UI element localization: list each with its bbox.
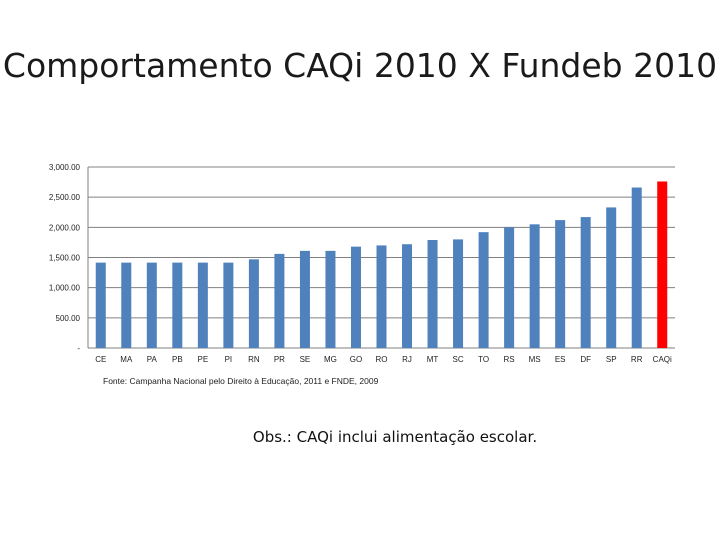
- bar-pr: [274, 253, 285, 348]
- x-axis-category-labels: CE MA PA PB PE PI RN PR SE MG GO RO RJ MT SC TO RS MS ES DF…: [95, 355, 672, 364]
- bar-rr: [631, 187, 642, 348]
- bar-pe: [197, 262, 208, 348]
- bar-sp: [606, 207, 617, 348]
- y-tick-label: 3,000.00: [49, 163, 81, 172]
- observation-note: Obs.: CAQi inclui alimentação escolar.: [252, 428, 538, 446]
- bar-to: [478, 232, 489, 348]
- x-category-label: CE: [95, 355, 106, 364]
- x-category-label: SC: [453, 355, 464, 364]
- x-category-label: PI: [225, 355, 233, 364]
- bar-rj: [402, 244, 413, 348]
- y-tick-label: 2,000.00: [49, 223, 81, 232]
- bar-rn: [248, 259, 259, 348]
- bar-sc: [453, 239, 464, 348]
- y-tick-label: 500.00: [56, 314, 81, 323]
- x-category-label: DF: [580, 355, 591, 364]
- x-category-label: RR: [631, 355, 643, 364]
- bar-mt: [427, 240, 438, 348]
- bar-df: [580, 217, 591, 348]
- x-category-label: PE: [198, 355, 209, 364]
- bar-pa: [146, 262, 157, 348]
- x-category-label: RN: [248, 355, 260, 364]
- x-category-label: CAQi: [653, 355, 672, 364]
- x-category-label: RO: [376, 355, 388, 364]
- bar-caqi: [657, 181, 668, 348]
- x-category-label: MA: [120, 355, 133, 364]
- x-category-label: SE: [300, 355, 311, 364]
- y-tick-label: 1,000.00: [49, 284, 81, 293]
- bar-ms: [529, 224, 540, 348]
- x-category-label: ES: [555, 355, 566, 364]
- bar-ma: [121, 262, 132, 348]
- y-tick-label: 1,500.00: [49, 254, 81, 263]
- x-category-label: PR: [274, 355, 285, 364]
- x-category-label: SP: [606, 355, 617, 364]
- x-category-label: TO: [478, 355, 489, 364]
- y-tick-label: 2,500.00: [49, 193, 81, 202]
- bar-se: [299, 250, 310, 348]
- x-category-label: MT: [427, 355, 439, 364]
- bar-go: [350, 246, 361, 348]
- bar-pb: [172, 262, 183, 348]
- x-category-label: PB: [172, 355, 183, 364]
- x-category-label: GO: [350, 355, 362, 364]
- bar-rs: [504, 227, 515, 348]
- y-tick-label: -: [77, 344, 80, 353]
- bar-pi: [223, 262, 234, 348]
- x-category-label: PA: [147, 355, 158, 364]
- y-axis-tick-labels: - 500.00 1,000.00 1,500.00 2,000.00 2,500.00 3…: [49, 163, 81, 353]
- x-category-label: MG: [324, 355, 337, 364]
- x-category-label: RS: [504, 355, 515, 364]
- bar-mg: [325, 250, 336, 348]
- bar-ce: [95, 262, 106, 348]
- bar-es: [555, 220, 566, 348]
- source-note: Fonte: Campanha Nacional pelo Direito à …: [103, 376, 379, 386]
- bar-ro: [376, 245, 387, 348]
- x-category-label: RJ: [402, 355, 412, 364]
- x-category-label: MS: [529, 355, 541, 364]
- slide-title: Comportamento CAQi 2010 X Fundeb 2010: [2, 46, 718, 85]
- bars: [95, 181, 668, 348]
